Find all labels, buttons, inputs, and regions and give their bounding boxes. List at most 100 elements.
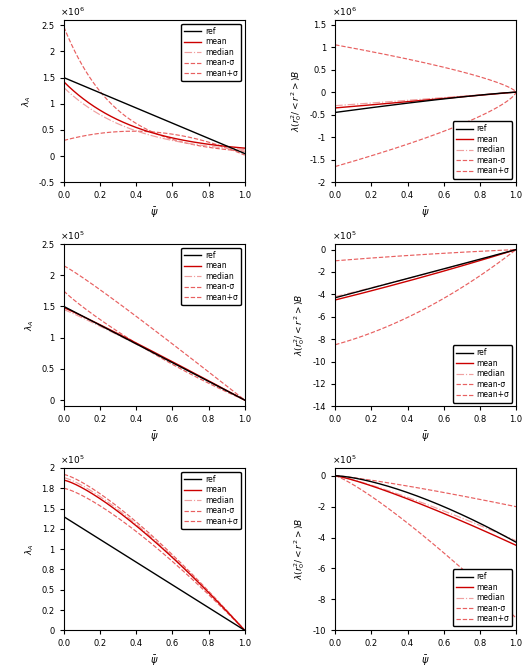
ref bbox=[61, 513, 67, 521]
ref bbox=[332, 472, 338, 480]
mean bbox=[513, 245, 519, 253]
mean-σ bbox=[242, 626, 248, 634]
ref bbox=[496, 250, 502, 258]
Legend: ref, mean, median, mean-σ, mean+σ: ref, mean, median, mean-σ, mean+σ bbox=[181, 248, 241, 305]
mean+σ bbox=[332, 472, 339, 480]
mean bbox=[439, 95, 446, 103]
Y-axis label: $\lambda(r_0^2/<r^2>)B$: $\lambda(r_0^2/<r^2>)B$ bbox=[289, 70, 304, 133]
ref bbox=[213, 608, 220, 616]
mean bbox=[171, 556, 178, 564]
mean-σ bbox=[513, 245, 519, 253]
Text: $\times 10^{5}$: $\times 10^{5}$ bbox=[331, 454, 356, 466]
Text: $\times 10^{5}$: $\times 10^{5}$ bbox=[60, 454, 85, 466]
ref bbox=[168, 119, 174, 127]
mean+σ bbox=[443, 249, 449, 257]
median bbox=[61, 83, 67, 91]
ref bbox=[485, 523, 491, 531]
mean-σ bbox=[513, 88, 519, 96]
mean bbox=[171, 359, 178, 367]
mean bbox=[171, 135, 178, 143]
mean bbox=[168, 553, 174, 561]
mean+σ bbox=[443, 64, 449, 72]
median bbox=[496, 89, 502, 97]
mean bbox=[168, 134, 174, 142]
mean-σ bbox=[439, 127, 446, 135]
mean-σ bbox=[332, 341, 339, 349]
ref bbox=[171, 582, 178, 590]
mean-σ bbox=[168, 557, 174, 565]
mean bbox=[496, 89, 502, 97]
mean+σ bbox=[61, 262, 68, 270]
mean bbox=[168, 552, 174, 560]
mean bbox=[443, 94, 449, 102]
median bbox=[242, 396, 248, 404]
ref bbox=[61, 74, 68, 82]
Line: median: median bbox=[64, 87, 245, 149]
Line: mean: mean bbox=[64, 82, 245, 148]
mean-σ bbox=[443, 551, 449, 559]
ref bbox=[225, 388, 231, 396]
X-axis label: $\bar{\psi}$: $\bar{\psi}$ bbox=[421, 654, 430, 667]
median bbox=[242, 145, 248, 153]
ref bbox=[513, 88, 519, 96]
ref bbox=[439, 95, 445, 103]
mean-σ bbox=[168, 360, 174, 368]
mean-σ bbox=[439, 548, 445, 556]
ref bbox=[171, 120, 178, 128]
Line: mean-σ: mean-σ bbox=[335, 92, 516, 167]
median bbox=[213, 382, 220, 390]
Legend: ref, mean, median, mean-σ, mean+σ: ref, mean, median, mean-σ, mean+σ bbox=[453, 569, 512, 626]
ref bbox=[439, 265, 445, 273]
Y-axis label: $\lambda(r_0^2/<r^2>)B$: $\lambda(r_0^2/<r^2>)B$ bbox=[292, 518, 307, 580]
mean+σ bbox=[225, 145, 231, 153]
mean-σ bbox=[443, 127, 449, 135]
mean+σ bbox=[242, 396, 248, 404]
mean bbox=[61, 476, 67, 484]
mean bbox=[168, 358, 174, 366]
median bbox=[496, 530, 502, 538]
mean bbox=[332, 104, 339, 112]
Line: median: median bbox=[335, 476, 516, 541]
mean-σ bbox=[439, 548, 446, 556]
Line: mean+σ: mean+σ bbox=[64, 266, 245, 400]
median bbox=[485, 90, 491, 98]
X-axis label: $\bar{\psi}$: $\bar{\psi}$ bbox=[150, 206, 159, 220]
mean-σ bbox=[225, 145, 231, 153]
Text: $\times 10^{5}$: $\times 10^{5}$ bbox=[331, 230, 356, 242]
ref bbox=[168, 119, 174, 127]
ref bbox=[443, 504, 449, 512]
Y-axis label: $\lambda_A$: $\lambda_A$ bbox=[23, 544, 36, 555]
ref bbox=[485, 253, 491, 261]
mean bbox=[332, 472, 339, 480]
mean+σ bbox=[485, 247, 491, 255]
Line: mean+σ: mean+σ bbox=[335, 476, 516, 507]
mean bbox=[439, 509, 446, 517]
median bbox=[61, 474, 68, 482]
Line: median: median bbox=[64, 309, 245, 400]
median bbox=[61, 474, 67, 482]
ref bbox=[213, 137, 220, 145]
Line: mean: mean bbox=[64, 480, 245, 630]
Line: mean: mean bbox=[335, 92, 516, 108]
mean+σ bbox=[242, 147, 248, 155]
mean+σ bbox=[61, 24, 68, 32]
mean-σ bbox=[439, 295, 446, 303]
mean bbox=[213, 141, 220, 149]
ref bbox=[168, 580, 174, 588]
mean-σ bbox=[130, 127, 137, 135]
median bbox=[332, 472, 339, 480]
median bbox=[439, 265, 445, 273]
ref bbox=[61, 303, 68, 311]
Line: ref: ref bbox=[64, 306, 245, 400]
Line: ref: ref bbox=[335, 92, 516, 113]
mean bbox=[242, 396, 248, 404]
mean+σ bbox=[213, 144, 220, 152]
median bbox=[439, 93, 445, 101]
median bbox=[171, 554, 178, 562]
mean bbox=[485, 528, 491, 536]
Text: $\times 10^{6}$: $\times 10^{6}$ bbox=[331, 6, 356, 19]
ref bbox=[513, 245, 519, 253]
ref bbox=[496, 529, 502, 537]
Legend: ref, mean, median, mean-σ, mean+σ: ref, mean, median, mean-σ, mean+σ bbox=[453, 121, 512, 179]
mean-σ bbox=[225, 609, 231, 617]
